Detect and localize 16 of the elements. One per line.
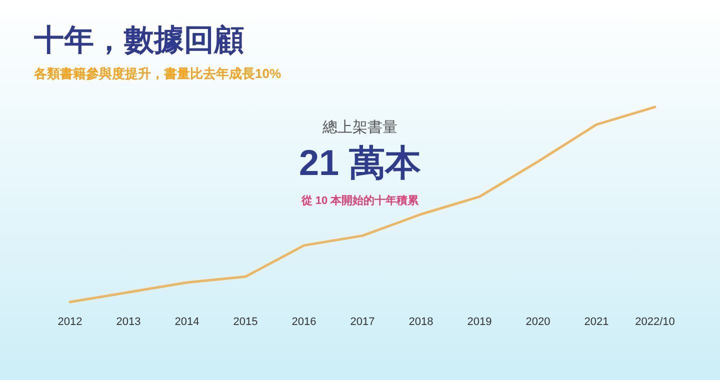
x-tick-label: 2015 xyxy=(233,316,258,328)
annotation: 21 萬本 xyxy=(298,142,422,183)
x-tick-label: 2017 xyxy=(350,316,375,328)
annotation: 從 10 本開始的十年積累 xyxy=(300,194,420,207)
x-tick-label: 2018 xyxy=(408,316,434,328)
chart-title: 十年，數據回顧 xyxy=(33,24,244,57)
x-tick-label: 2020 xyxy=(526,316,550,328)
x-tick-label: 2013 xyxy=(116,316,141,328)
x-tick-label: 2019 xyxy=(467,316,492,328)
x-tick-label: 2022/10 xyxy=(635,316,675,328)
x-tick-label: 2021 xyxy=(584,316,609,328)
x-tick-label: 2012 xyxy=(58,316,82,328)
x-tick-label: 2014 xyxy=(174,316,200,328)
x-tick-label: 2016 xyxy=(292,316,316,328)
annotation: 總上架書量 xyxy=(322,119,398,136)
chart-subtitle: 各類書籍參與度提升，書量比去年成長10% xyxy=(33,66,282,81)
